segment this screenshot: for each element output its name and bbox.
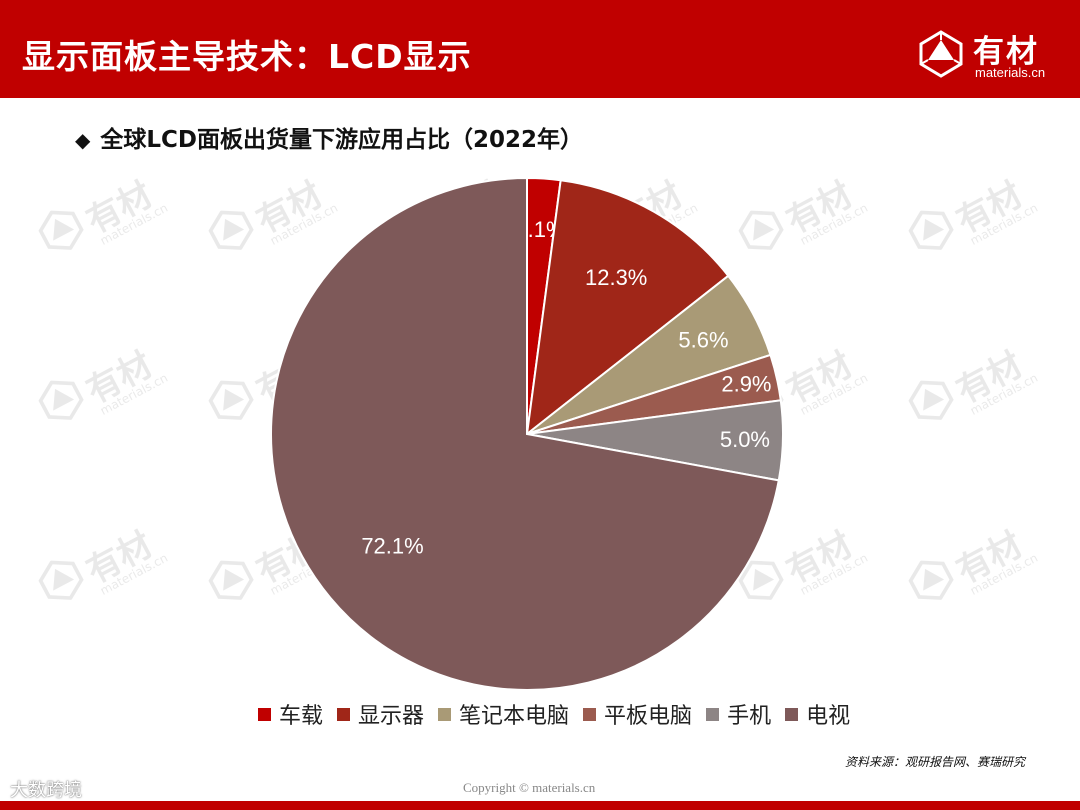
source-note: 资料来源：观研报告网、赛瑞研究: [845, 755, 1026, 769]
copyright-text: Copyright © materials.cn: [463, 780, 596, 795]
legend-item: 平板电脑: [583, 698, 692, 730]
legend-label: 手机: [727, 704, 772, 729]
logo-icon: [919, 30, 963, 78]
chart-legend: 车载 显示器 笔记本电脑 平板电脑 手机 电视: [258, 698, 850, 730]
chart-title-text: 全球LCD面板出货量下游应用占比（2022年）: [100, 127, 584, 153]
legend-swatch: [438, 707, 452, 721]
chart-title: ◆ 全球LCD面板出货量下游应用占比（2022年）: [75, 120, 583, 154]
legend-label: 车载: [279, 704, 324, 729]
legend-swatch: [785, 707, 799, 721]
logo-subtext: materials.cn: [975, 65, 1046, 80]
corner-watermark: 大数跨境: [10, 776, 82, 802]
legend-swatch: [583, 707, 597, 721]
legend-label: 电视: [806, 704, 851, 729]
page-title: 显示面板主导技术：LCD显示: [22, 37, 472, 76]
data-label-4: 2.9%: [721, 372, 771, 397]
legend-item: 显示器: [337, 698, 424, 730]
brand-logo: 有材 materials.cn: [917, 30, 1062, 85]
legend-label: 平板电脑: [604, 704, 693, 729]
logo-text: 有材: [973, 34, 1039, 70]
legend-swatch: [337, 707, 351, 721]
legend-label: 笔记本电脑: [459, 704, 570, 729]
legend-label: 显示器: [358, 704, 425, 729]
data-label-3: 5.6%: [678, 327, 728, 352]
data-label-6: 72.1%: [361, 533, 423, 558]
footer-bar: [0, 801, 1080, 810]
legend-swatch: [258, 707, 271, 721]
pie-slice-6: [270, 176, 780, 691]
data-label-5: 5.0%: [720, 427, 770, 452]
header-bar: 显示面板主导技术：LCD显示 有材 materials.cn: [0, 0, 1080, 98]
legend-item: 手机: [706, 698, 771, 730]
legend-item: 笔记本电脑: [438, 698, 569, 730]
legend-swatch: [706, 707, 720, 721]
diamond-bullet-icon: ◆: [75, 128, 91, 152]
corner-watermark-text: 大数跨境: [10, 780, 82, 801]
legend-item: 车载: [258, 698, 323, 730]
pie-slice-2: [525, 179, 730, 437]
legend-item: 电视: [785, 698, 850, 730]
data-label-2: 12.3%: [585, 265, 647, 290]
